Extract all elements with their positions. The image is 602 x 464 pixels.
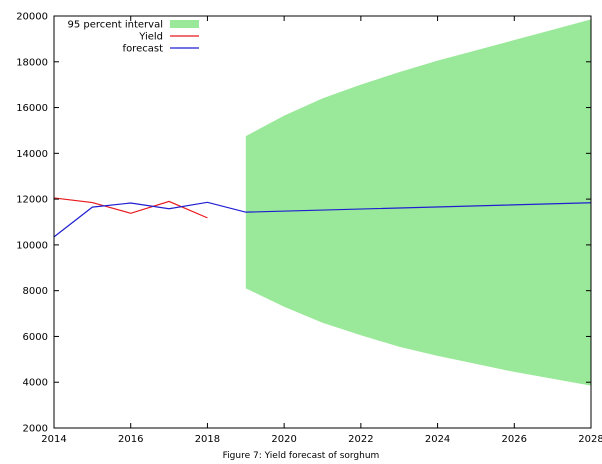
y-tick-label: 14000 bbox=[16, 149, 48, 160]
series-line-forecast bbox=[53, 201, 592, 238]
y-tick-label: 18000 bbox=[16, 57, 48, 68]
x-tick-label: 2026 bbox=[502, 434, 527, 445]
legend-label-yield: Yield bbox=[138, 32, 163, 43]
y-tick-label: 4000 bbox=[23, 378, 48, 389]
plot-frame bbox=[53, 15, 592, 429]
x-tick-label: 2028 bbox=[578, 434, 602, 445]
y-tick-label: 10000 bbox=[16, 240, 48, 251]
interval-band-area bbox=[245, 19, 592, 386]
x-tick-label: 2016 bbox=[118, 434, 143, 445]
y-tick-label: 6000 bbox=[23, 332, 48, 343]
x-tick-label: 2018 bbox=[195, 434, 220, 445]
series-line-yield bbox=[53, 197, 208, 219]
series-line-layer bbox=[53, 197, 592, 238]
legend-swatch-area bbox=[170, 20, 199, 28]
axis-ticks: 2014 2016 2018 2020 2022 2024 2026 2028 2000 4000… bbox=[16, 12, 602, 446]
x-tick-label: 2024 bbox=[425, 434, 450, 445]
y-tick-label: 2000 bbox=[23, 424, 48, 435]
x-tick-label: 2014 bbox=[41, 434, 66, 445]
interval-area-layer bbox=[245, 19, 592, 386]
y-tick-label: 8000 bbox=[23, 286, 48, 297]
yield-forecast-chart: 2014 2016 2018 2020 2022 2024 2026 2028 2000 4000… bbox=[16, 12, 602, 446]
y-tick-label: 20000 bbox=[16, 12, 48, 23]
figure-caption: Figure 7: Yield forecast of sorghum bbox=[222, 451, 380, 461]
x-tick-label: 2020 bbox=[271, 434, 296, 445]
legend-label-forecast: forecast bbox=[123, 44, 164, 55]
x-tick-label: 2022 bbox=[348, 434, 373, 445]
y-tick-label: 16000 bbox=[16, 103, 48, 114]
legend-label-95-percent-interval: 95 percent interval bbox=[67, 20, 163, 31]
y-tick-label: 12000 bbox=[16, 195, 48, 206]
